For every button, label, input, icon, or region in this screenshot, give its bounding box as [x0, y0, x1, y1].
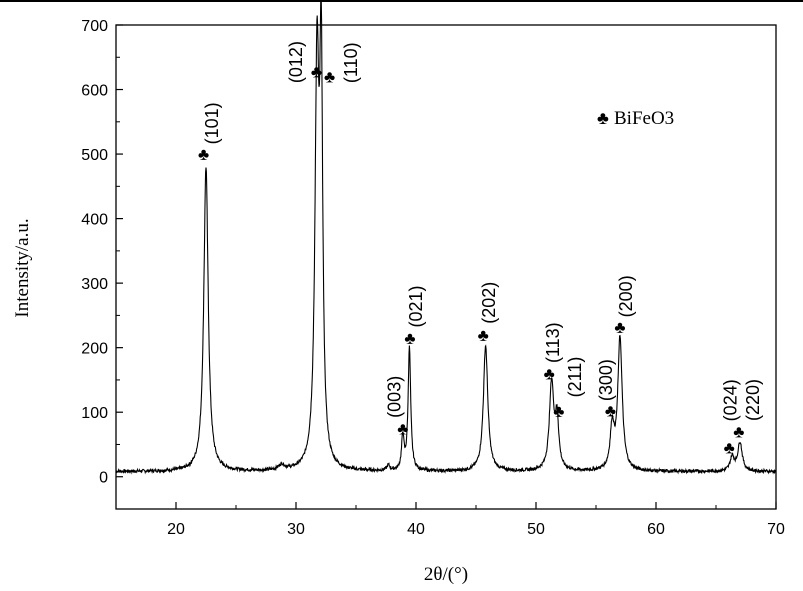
x-axis-label: 2θ/(°): [424, 564, 468, 585]
club-marker: ♣: [724, 439, 735, 458]
peak-annotation: ♣(200): [614, 275, 636, 337]
y-tick-label: 0: [99, 470, 108, 487]
club-marker: ♣: [311, 62, 322, 81]
miller-index-label: (101): [202, 102, 222, 144]
peak-annotation: ♣ (024): [720, 379, 740, 457]
y-tick-label: 200: [81, 341, 108, 358]
peak-annotation: ♣ (021): [404, 285, 426, 348]
peak-annotation: ♣ (202): [478, 282, 500, 345]
club-marker: ♣: [733, 423, 744, 442]
miller-index-label: (003): [384, 376, 404, 418]
y-tick-label: 500: [81, 147, 108, 164]
club-marker: ♣: [553, 402, 564, 421]
x-tick-label: 30: [287, 521, 305, 538]
miller-index-label: (110): [341, 42, 361, 83]
y-tick-label: 600: [81, 83, 108, 100]
miller-index-label: (113): [543, 322, 563, 363]
x-tick-label: 40: [407, 521, 425, 538]
club-marker: ♣: [404, 329, 415, 348]
peak-annotation: ♣ (220): [733, 379, 763, 442]
x-tick-label: 20: [167, 521, 185, 538]
club-marker: ♣: [324, 68, 335, 87]
peak-annotation: ♣(300): [596, 359, 616, 420]
peak-annotation: ♣ (012): [286, 41, 322, 83]
legend-label: BiFeO3: [614, 108, 674, 129]
peak-annotation: ♣ (110): [324, 42, 361, 86]
club-marker: ♣: [544, 364, 555, 383]
y-axis-label: Intensity/a.u.: [12, 218, 33, 317]
miller-index-label: (211): [565, 357, 585, 398]
peak-annotation: ♣(211): [553, 357, 585, 421]
plot-frame: [115, 24, 777, 510]
miller-index-label: (200): [616, 275, 636, 317]
miller-index-label: (220): [743, 379, 763, 421]
legend: ♣ BiFeO3: [597, 108, 674, 129]
x-tick-label: 70: [767, 521, 785, 538]
club-marker: ♣: [605, 401, 616, 420]
miller-index-label: (202): [479, 282, 499, 324]
image-top-border: [0, 0, 803, 2]
y-tick-label: 400: [81, 212, 108, 229]
club-marker: ♣: [614, 318, 625, 337]
miller-index-label: (021): [406, 285, 426, 327]
peak-annotation: ♣(003): [384, 376, 408, 439]
peak-annotation: ♣(113): [543, 322, 563, 383]
miller-index-label: (012): [286, 41, 306, 83]
xrd-pattern-line: [115, 0, 777, 475]
x-tick-label: 50: [527, 521, 545, 538]
club-marker: ♣: [478, 326, 489, 345]
peak-annotation: ♣(101): [198, 102, 222, 164]
legend-symbol: ♣: [597, 108, 609, 128]
club-marker: ♣: [397, 419, 408, 438]
club-marker: ♣: [198, 145, 209, 164]
x-tick-label: 60: [647, 521, 665, 538]
miller-index-label: (024): [720, 379, 740, 421]
y-tick-label: 700: [81, 18, 108, 35]
y-tick-label: 300: [81, 276, 108, 293]
peak-annotations: ♣(101)♣(012) ♣ (110)♣(003)♣(021)♣(202)♣(11…: [198, 41, 763, 458]
miller-index-label: (300): [596, 359, 616, 401]
y-tick-label: 100: [81, 405, 108, 422]
